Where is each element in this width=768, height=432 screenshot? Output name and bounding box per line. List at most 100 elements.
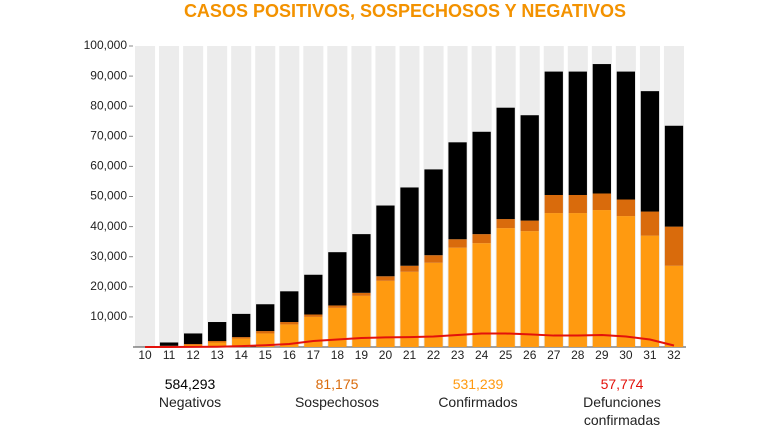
- bar-segment: [472, 234, 491, 244]
- bar-segment: [159, 342, 179, 346]
- summary-total: 531,239: [452, 376, 504, 392]
- chart-title: CASOS POSITIVOS, SOSPECHOSOS Y NEGATIVOS: [184, 1, 626, 21]
- column-bg: [255, 46, 276, 347]
- bar-segment: [640, 91, 660, 212]
- bar-segment: [424, 169, 443, 256]
- summary-total: 584,293: [164, 376, 216, 392]
- bar-segment: [208, 340, 227, 343]
- x-tick-label: 12: [186, 348, 200, 362]
- bar-segment: [544, 213, 563, 347]
- bar-segment: [328, 252, 347, 306]
- bar-segment: [568, 213, 587, 347]
- y-tick-label: 50,000: [90, 189, 127, 203]
- bar-segment: [616, 216, 636, 347]
- bar-segment: [664, 265, 684, 347]
- bar-segment: [448, 239, 467, 248]
- x-tick-label: 32: [667, 348, 681, 362]
- x-tick-label: 30: [619, 348, 633, 362]
- bar-segment: [400, 187, 419, 266]
- bar-segment: [352, 295, 371, 347]
- bar-segment: [232, 313, 251, 338]
- column-bg: [231, 46, 252, 347]
- bar-segment: [183, 333, 203, 344]
- bar-segment: [232, 338, 251, 347]
- x-tick-label: 29: [595, 348, 609, 362]
- bar-segment: [664, 226, 684, 266]
- bar-segment: [424, 262, 443, 347]
- bar-segment: [376, 205, 395, 277]
- y-tick-label: 100,000: [84, 38, 128, 52]
- chart: CASOS POSITIVOS, SOSPECHOSOS Y NEGATIVOS…: [84, 1, 686, 362]
- column-bg: [279, 46, 300, 347]
- x-tick-label: 11: [163, 348, 176, 362]
- bar-segment: [544, 194, 563, 214]
- y-tick-label: 20,000: [90, 279, 127, 293]
- summary-item: 531,239 Confirmados: [408, 375, 548, 411]
- y-tick-label: 40,000: [90, 219, 127, 233]
- legend-label: Sospechosos: [294, 394, 380, 410]
- x-tick-label: 10: [138, 348, 152, 362]
- bar-segment: [304, 274, 323, 315]
- bar-segment: [448, 142, 467, 240]
- bar-segment: [208, 322, 227, 341]
- x-tick-label: 26: [523, 348, 537, 362]
- x-tick-label: 17: [307, 348, 321, 362]
- x-tick-label: 22: [427, 348, 441, 362]
- y-tick-label: 70,000: [90, 128, 127, 142]
- bar-segment: [592, 64, 611, 194]
- x-tick-label: 21: [403, 348, 417, 362]
- y-tick-label: 80,000: [90, 98, 127, 112]
- bar-segment: [616, 199, 636, 217]
- x-tick-label: 20: [379, 348, 393, 362]
- y-tick-label: 60,000: [90, 159, 127, 173]
- x-tick-label: 24: [475, 348, 489, 362]
- bar-segment: [472, 243, 491, 347]
- bar-segment: [256, 304, 275, 332]
- y-tick-label: 90,000: [90, 68, 127, 82]
- bar-segment: [208, 342, 227, 347]
- column-bg: [303, 46, 324, 347]
- x-tick-label: 18: [331, 348, 345, 362]
- bar-segment: [520, 220, 539, 232]
- bar-segment: [520, 115, 539, 221]
- bar-segment: [616, 71, 636, 200]
- y-tick-label: 30,000: [90, 249, 127, 263]
- bar-segment: [328, 305, 347, 308]
- x-tick-label: 23: [451, 348, 465, 362]
- x-tick-label: 28: [571, 348, 585, 362]
- bar-segment: [448, 247, 467, 347]
- x-tick-label: 31: [643, 348, 657, 362]
- x-tick-label: 15: [259, 348, 273, 362]
- bar-segment: [568, 194, 587, 214]
- bar-segment: [352, 234, 371, 293]
- column-bg: [135, 46, 156, 347]
- bar-segment: [280, 322, 299, 325]
- x-tick-label: 13: [210, 348, 224, 362]
- legend-label: Confirmados: [438, 394, 518, 410]
- summary-item: 584,293 Negativos: [120, 375, 260, 411]
- x-tick-label: 16: [283, 348, 297, 362]
- bar-segment: [496, 107, 515, 220]
- bar-segment: [400, 265, 419, 272]
- bar-segment: [376, 276, 395, 281]
- legend-label: Defunciones confirmadas: [583, 394, 661, 428]
- bar-segment: [640, 211, 660, 236]
- bar-segment: [472, 131, 491, 235]
- legend-label: Negativos: [158, 394, 222, 410]
- bar-segment: [352, 292, 371, 296]
- x-tick-label: 27: [547, 348, 561, 362]
- bar-segment: [256, 333, 275, 347]
- bar-segment: [304, 314, 323, 317]
- bar-segment: [280, 291, 299, 323]
- bar-segment: [232, 337, 251, 339]
- summary-item: 57,774 Defunciones confirmadas: [552, 375, 692, 429]
- column-bg: [159, 46, 180, 347]
- bar-segment: [376, 280, 395, 347]
- bar-segment: [592, 210, 611, 347]
- bar-segment: [400, 271, 419, 347]
- bar-segment: [544, 71, 563, 195]
- bar-segment: [592, 193, 611, 211]
- x-tick-label: 14: [235, 348, 249, 362]
- summary-total: 81,175: [315, 376, 359, 392]
